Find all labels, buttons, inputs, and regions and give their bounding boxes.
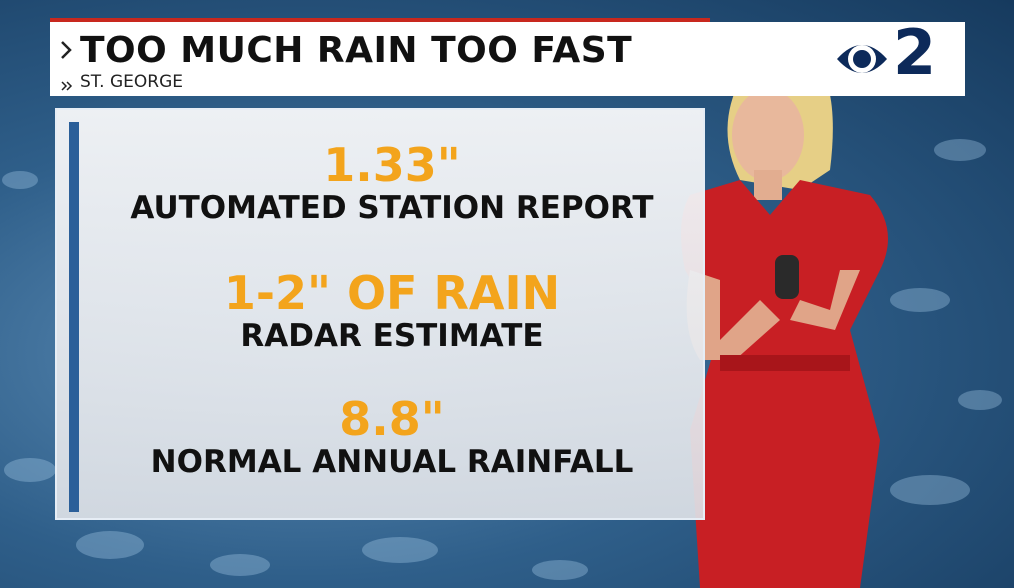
title: TOO MUCH RAIN TOO FAST bbox=[80, 30, 633, 71]
item-value: 1-2" OF RAIN bbox=[223, 266, 561, 320]
chevrons bbox=[61, 41, 73, 91]
subtitle: ST. GEORGE bbox=[80, 72, 183, 92]
panel-stripe bbox=[69, 122, 79, 512]
panel-item: 1-2" OF RAIN RADAR ESTIMATE bbox=[87, 268, 697, 354]
item-label: RADAR ESTIMATE bbox=[240, 318, 544, 354]
item-value: 1.33" bbox=[323, 138, 461, 192]
accent-line bbox=[50, 18, 710, 23]
item-value: 8.8" bbox=[339, 392, 445, 446]
logo-number: 2 bbox=[893, 16, 937, 89]
info-panel: 1.33" AUTOMATED STATION REPORT 1-2" OF RAI… bbox=[55, 108, 705, 520]
cbs-eye-logo bbox=[837, 45, 887, 73]
panel-item: 1.33" AUTOMATED STATION REPORT bbox=[87, 140, 697, 226]
lower-third-header: TOO MUCH RAIN TOO FAST ST. GEORGE bbox=[50, 22, 965, 96]
item-label: NORMAL ANNUAL RAINFALL bbox=[150, 444, 634, 480]
item-label: AUTOMATED STATION REPORT bbox=[130, 190, 654, 226]
presenter bbox=[681, 53, 888, 588]
panel-item: 8.8" NORMAL ANNUAL RAINFALL bbox=[87, 394, 697, 480]
